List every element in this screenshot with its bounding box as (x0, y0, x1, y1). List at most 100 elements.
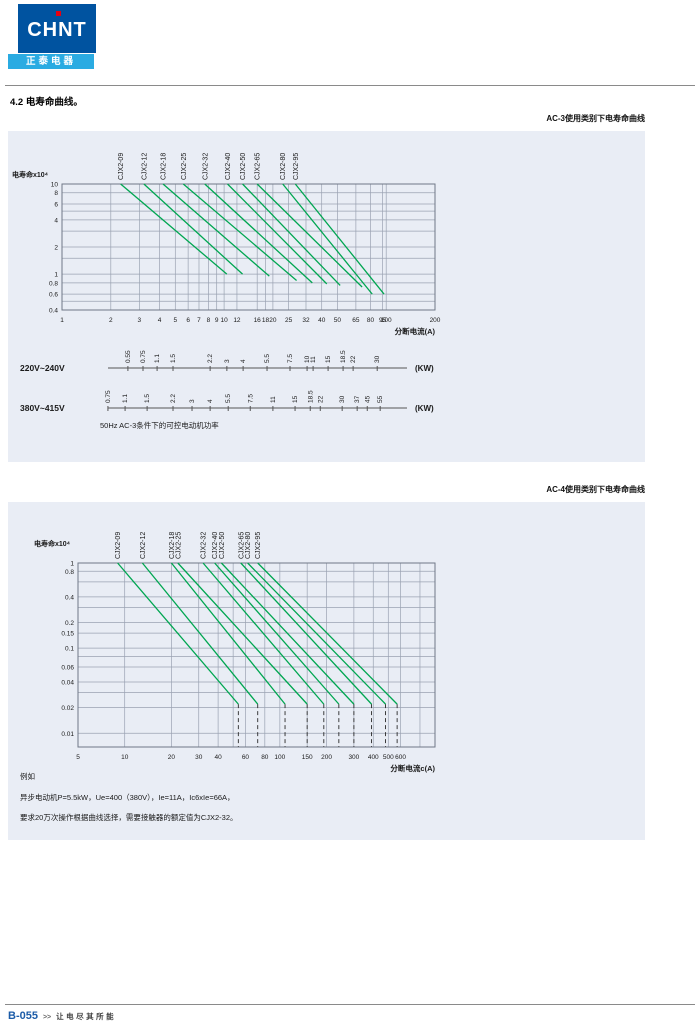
power-tick-label: 18.5 (307, 390, 314, 403)
curve-CJX2-32 (202, 562, 325, 705)
logo-red-dot-icon (56, 11, 61, 16)
ac3-chart: CJX2-09 CJX2-12 CJX2-18 CJX2-25 CJX2-32 CJX2-… (12, 153, 441, 430)
model-label-CJX2-65: CJX2-65 (255, 153, 262, 180)
power-tick-label: 0.75 (105, 390, 112, 403)
y-tick-label: 1 (70, 561, 74, 568)
y-tick-label: 8 (54, 190, 58, 197)
x-tick-label: 25 (285, 317, 293, 324)
y-tick-label: 0.04 (61, 680, 74, 687)
curve-CJX2-65 (256, 183, 363, 288)
y-tick-label: 1 (54, 272, 58, 279)
power-tick-label: 22 (317, 395, 324, 403)
y-tick-label: 4 (54, 217, 58, 224)
x-tick-label: 200 (321, 754, 332, 761)
power-tick-label: 1.1 (154, 354, 161, 363)
model-label-CJX2-18: CJX2-18 (161, 153, 168, 180)
x-tick-label: 7 (197, 317, 201, 324)
x-axis-label: 分断电流(A) (395, 326, 436, 336)
y-tick-label: 6 (54, 201, 58, 208)
model-label-CJX2-12: CJX2-12 (140, 532, 147, 559)
x-tick-label: 300 (348, 754, 359, 761)
power-tick-label: 45 (364, 395, 371, 403)
curve-CJX2-25 (177, 562, 308, 705)
power-scale-label: 380V~415V (20, 403, 65, 413)
model-label-CJX2-12: CJX2-12 (141, 153, 148, 180)
ac4-chart-title: AC-4使用类别下电寿命曲线 (546, 485, 645, 494)
x-tick-label: 20 (269, 317, 277, 324)
curve-CJX2-18 (162, 183, 270, 277)
ac4-chart-panel: CJX2-09 CJX2-12 CJX2-18 CJX2-25 CJX2-32 CJX2-… (8, 502, 645, 840)
x-tick-label: 5 (173, 317, 177, 324)
model-label-CJX2-09: CJX2-09 (115, 532, 122, 559)
power-tick-label: 22 (350, 355, 357, 363)
power-tick-label: 5.5 (225, 394, 232, 403)
power-tick-label: 5.5 (264, 354, 271, 363)
x-tick-label: 5 (76, 754, 80, 761)
model-label-CJX2-32: CJX2-32 (201, 532, 208, 559)
power-unit: (KW) (415, 364, 434, 373)
ac3-chart-panel: CJX2-09 CJX2-12 CJX2-18 CJX2-25 CJX2-32 CJX2-… (8, 131, 645, 462)
power-tick-label: 3 (224, 359, 231, 363)
section-title: 4.2 电寿命曲线。 (10, 97, 83, 108)
curve-CJX2-80 (282, 183, 373, 295)
x-tick-label: 50 (334, 317, 342, 324)
ac3-chart-title: AC-3使用类别下电寿命曲线 (546, 114, 645, 123)
x-tick-label: 150 (302, 754, 313, 761)
x-tick-label: 80 (261, 754, 269, 761)
power-tick-label: 3 (189, 399, 196, 403)
x-tick-label: 20 (168, 754, 176, 761)
x-axis-label: 分断电流c(A) (390, 763, 435, 773)
x-tick-label: 60 (242, 754, 250, 761)
example-line: 要求20万次操作根据曲线选择，需要接触器的额定值为CJX2-32。 (20, 812, 238, 822)
power-tick-label: 2.2 (170, 394, 177, 403)
plot-border (77, 562, 436, 748)
curve-CJX2-09 (120, 183, 228, 275)
y-tick-label: 0.8 (49, 280, 58, 287)
curve-CJX2-40 (227, 183, 328, 285)
y-tick-label: 10 (51, 182, 59, 189)
power-tick-label: 55 (377, 395, 384, 403)
power-tick-label: 10 (304, 355, 311, 363)
curve-CJX2-12 (143, 183, 244, 275)
y-tick-label: 0.4 (49, 308, 58, 315)
power-scale-label: 220V~240V (20, 363, 65, 373)
x-tick-label: 8 (207, 317, 211, 324)
power-tick-label: 30 (374, 355, 381, 363)
y-tick-label: 0.15 (61, 631, 74, 638)
curve-CJX2-80 (247, 562, 387, 705)
model-label-CJX2-95: CJX2-95 (293, 153, 300, 180)
x-tick-label: 100 (274, 754, 285, 761)
model-label-CJX2-95: CJX2-95 (255, 532, 262, 559)
footer-arrows: >> (42, 1014, 52, 1021)
y-tick-label: 0.01 (61, 731, 74, 738)
model-label-CJX2-80: CJX2-80 (280, 153, 287, 180)
x-tick-label: 12 (233, 317, 241, 324)
curve-CJX2-12 (141, 562, 259, 705)
x-tick-label: 10 (121, 754, 129, 761)
model-label-CJX2-40: CJX2-40 (225, 153, 232, 180)
logo-subtitle: 正泰电器 (8, 54, 94, 69)
curve-CJX2-25 (182, 183, 298, 281)
x-tick-label: 2 (109, 317, 113, 324)
power-tick-label: 7.5 (247, 394, 254, 403)
power-tick-label: 37 (354, 395, 361, 403)
y-tick-label: 0.6 (49, 292, 58, 299)
x-tick-label: 65 (352, 317, 360, 324)
power-tick-label: 15 (325, 355, 332, 363)
footer-slogan: 让电尽其所能 (56, 1012, 117, 1021)
model-label-CJX2-25: CJX2-25 (175, 532, 182, 559)
x-tick-label: 10 (220, 317, 228, 324)
model-label-CJX2-09: CJX2-09 (118, 153, 125, 180)
y-tick-label: 2 (54, 245, 58, 252)
x-tick-label: 200 (430, 317, 441, 324)
curve-CJX2-09 (117, 562, 239, 705)
power-tick-label: 1.1 (122, 394, 129, 403)
power-tick-label: 15 (292, 395, 299, 403)
model-label-CJX2-65: CJX2-65 (238, 532, 245, 559)
x-tick-label: 1 (60, 317, 64, 324)
x-tick-label: 40 (214, 754, 222, 761)
x-tick-label: 32 (302, 317, 310, 324)
power-tick-label: 2.2 (207, 354, 214, 363)
power-tick-label: 0.75 (140, 350, 147, 363)
